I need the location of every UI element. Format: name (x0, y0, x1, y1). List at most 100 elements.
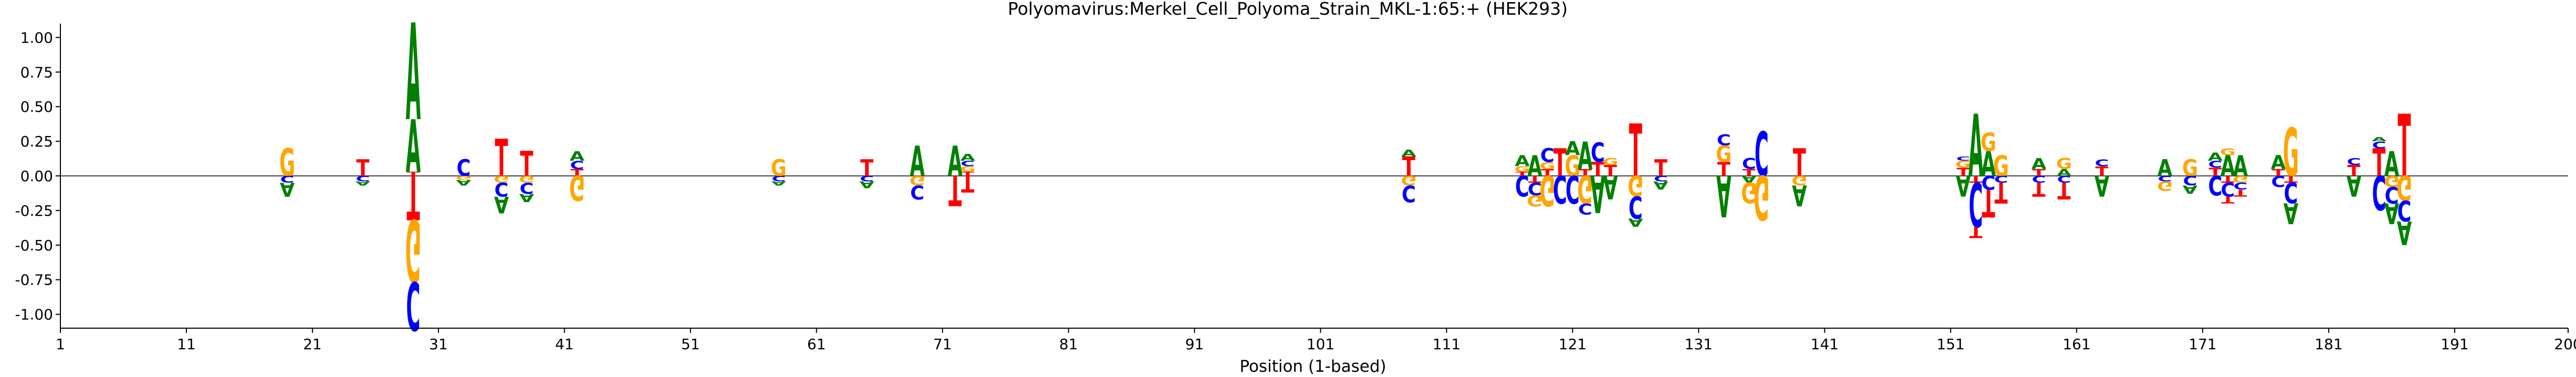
logo-letter-g: G (2396, 167, 2412, 207)
x-tick-label: 191 (2441, 336, 2468, 353)
x-tick-label: 31 (429, 336, 448, 353)
x-tick-label: 181 (2314, 336, 2342, 353)
logo-letter-c: C (1994, 174, 2008, 185)
logo-letter-c: C (1755, 120, 1769, 191)
x-tick-label: 171 (2188, 336, 2216, 353)
logo-letter-a: A (1565, 138, 1580, 160)
logo-letter-g: G (1577, 166, 1593, 211)
logo-letter-c: C (2347, 156, 2361, 167)
logo-letter-t: T (1969, 174, 1983, 185)
logo-letter-t: T (495, 129, 508, 188)
logo-letter-c: C (860, 174, 874, 183)
logo-letter-c: C (406, 267, 420, 344)
logo-letter-g: G (910, 173, 925, 188)
logo-letter-c: C (2183, 173, 2197, 188)
logo-letter-a: A (2346, 169, 2362, 202)
logo-letter-a: A (1515, 152, 1530, 170)
x-tick-label: 21 (303, 336, 322, 353)
logo-letter-c: C (356, 174, 370, 183)
logo-letter-g: G (2157, 178, 2173, 193)
logo-letter-a: A (1741, 174, 1757, 185)
logo-letter-a: A (859, 179, 874, 190)
logo-letter-c: C (570, 159, 584, 172)
logo-letter-c: C (2208, 169, 2223, 200)
logo-letter-c: C (2284, 176, 2298, 209)
logo-letter-t: T (406, 161, 420, 232)
logo-letter-c: C (1956, 155, 1970, 162)
x-axis-ticks: 1 11 21 31 41 51 61 71 81 91 101 111 121 131 141 151 161… (56, 328, 2576, 353)
logo-letter-t: T (2032, 167, 2046, 178)
logo-letter-g: G (494, 174, 509, 185)
logo-letter-c: C (1515, 169, 1529, 202)
logo-letter-t: T (1553, 141, 1567, 185)
logo-letter-g: G (1628, 169, 1643, 202)
logo-letter-c: C (1528, 179, 1542, 198)
logo-letter-t: T (948, 166, 962, 214)
logo-letter-c: C (1654, 174, 1668, 183)
x-tick-label: 161 (2062, 336, 2090, 353)
logo-letter-a: A (2372, 136, 2386, 142)
logo-letter-t: T (1743, 167, 1756, 178)
logo-letter-a: A (1527, 150, 1542, 183)
logo-letter-t: T (2095, 164, 2109, 180)
logo-letter-g: G (519, 174, 535, 185)
logo-letter-c: C (456, 155, 471, 182)
logo-letter-t: T (1604, 162, 1618, 180)
logo-letter-c: C (1540, 144, 1555, 167)
logo-letter-c: C (2271, 172, 2286, 190)
x-tick-label: 121 (1559, 336, 1587, 353)
logo-letter-g: G (279, 141, 295, 185)
logo-letter-c: C (1742, 155, 1756, 173)
logo-letter-a: A (2057, 167, 2072, 178)
logo-letter-g: G (1539, 166, 1555, 214)
logo-letter-g: G (2283, 114, 2299, 192)
logo-letter-a: A (1981, 145, 1996, 184)
x-axis-title: Position (1-based) (1239, 357, 1386, 376)
logo-letter-c: C (771, 174, 786, 183)
logo-letter-a: A (1401, 148, 1416, 159)
logo-letter-t: T (1579, 167, 1592, 178)
logo-letter-c: C (2385, 181, 2399, 207)
x-tick-label: 81 (1059, 336, 1078, 353)
x-tick-label: 141 (1811, 336, 1839, 353)
y-tick-label: -0.50 (15, 237, 53, 254)
y-tick-label: 0.75 (20, 64, 53, 81)
logo-letter-g: G (2384, 172, 2400, 190)
logo-letter-a: A (2094, 169, 2110, 202)
logo-letter-g: G (2182, 155, 2198, 182)
logo-letter-t: T (860, 155, 874, 182)
logo-letter-a: A (2183, 183, 2198, 196)
logo-letter-a: A (910, 138, 925, 186)
y-tick-label: -0.75 (15, 271, 53, 289)
logo-letter-a: A (947, 138, 963, 186)
y-tick-label: 1.00 (20, 29, 53, 46)
y-tick-label: 0.50 (20, 98, 53, 116)
logo-letter-a: A (1578, 134, 1593, 178)
logo-letter-g: G (1980, 128, 1996, 157)
logo-letter-c: C (2397, 194, 2412, 227)
logo-letter-t: T (2032, 178, 2046, 201)
logo-letter-g: G (456, 174, 472, 181)
logo-letter-t: T (1528, 174, 1541, 185)
logo-letter-t: T (1516, 171, 1529, 177)
logo-letter-g: G (1401, 173, 1416, 188)
x-tick-label: 111 (1433, 336, 1461, 353)
logo-letter-g: G (1791, 173, 1807, 188)
x-tick-label: 151 (1937, 336, 1965, 353)
x-tick-label: 91 (1185, 336, 1204, 353)
logo-letter-a: A (494, 191, 509, 217)
x-tick-label: 131 (1685, 336, 1713, 353)
logo-letter-c: C (961, 159, 975, 168)
logo-letter-c: C (1981, 171, 1996, 194)
logo-letter-c: C (2208, 159, 2223, 170)
logo-letter-g: G (2220, 146, 2236, 158)
chart-title: Polyomavirus:Merkel_Cell_Polyoma_Strain_… (1008, 0, 1568, 19)
logo-letter-a: A (1716, 162, 1732, 228)
logo-letter-c: C (2158, 174, 2172, 183)
logo-letter-a: A (1628, 216, 1643, 229)
logo-letter-g: G (960, 165, 976, 174)
logo-letter-g: G (1716, 142, 1732, 168)
x-tick-label: 200 (2554, 336, 2576, 353)
logo-letter-g: G (1754, 161, 1769, 232)
